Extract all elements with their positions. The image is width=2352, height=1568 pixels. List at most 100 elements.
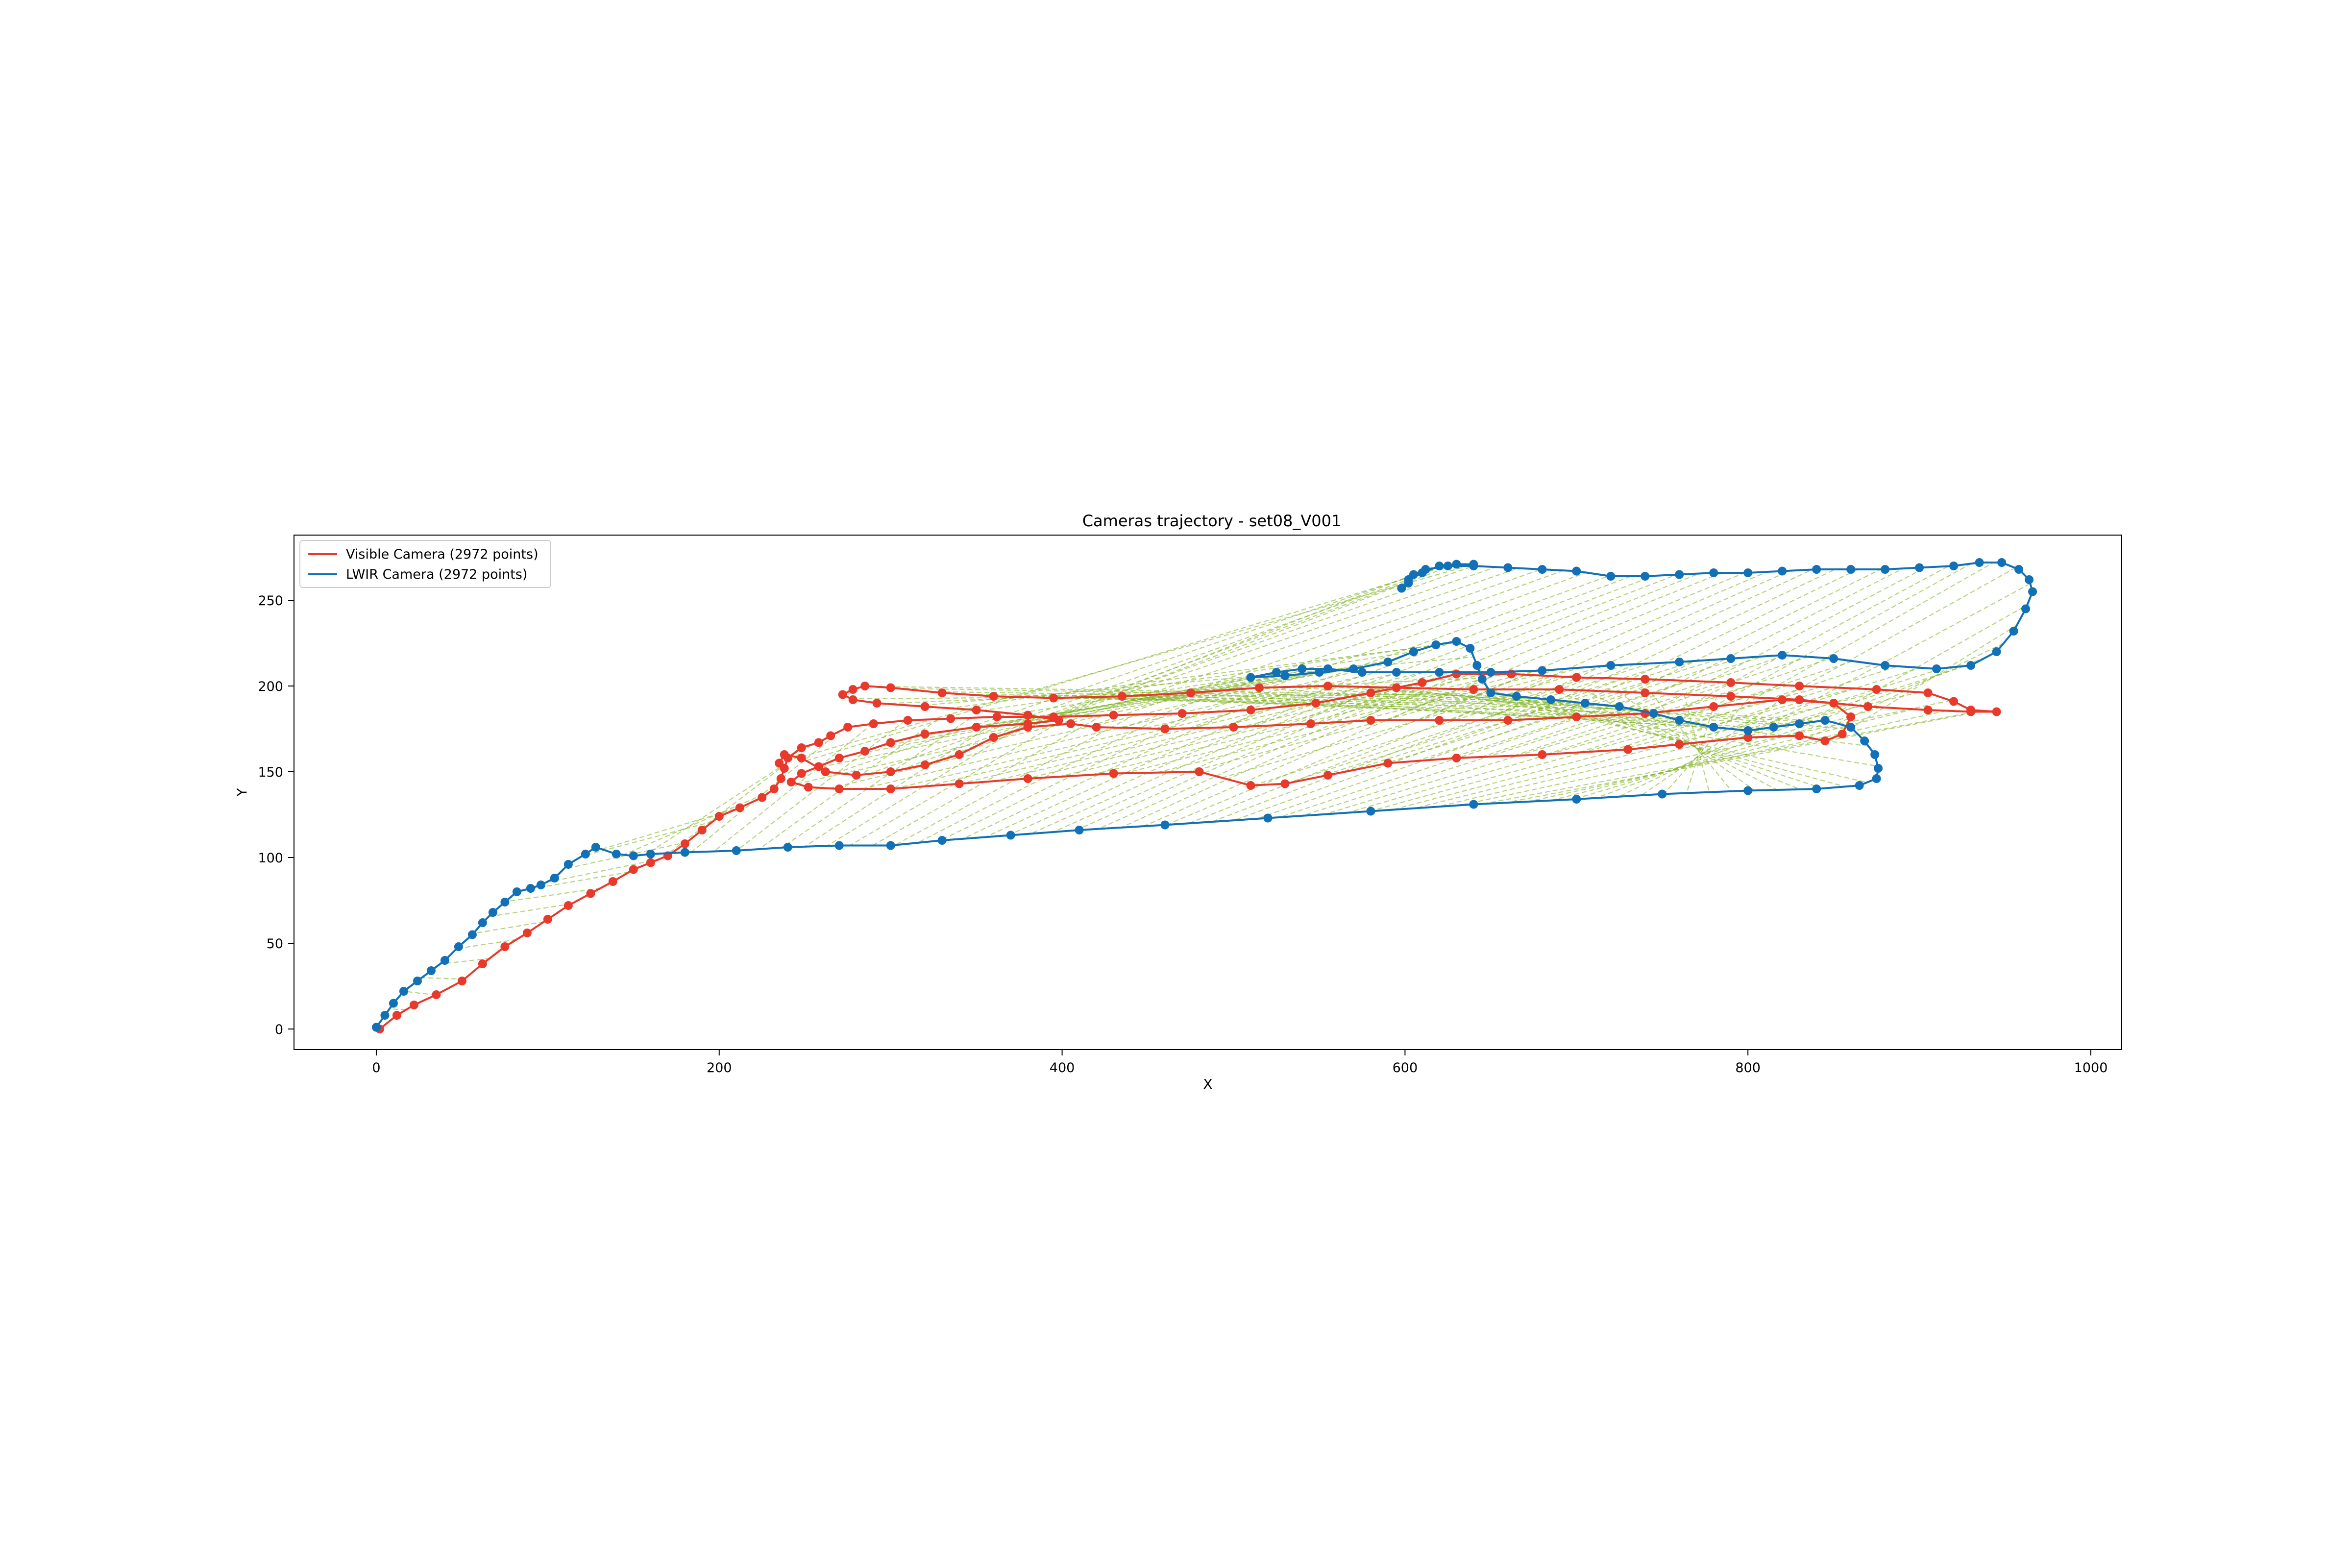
- data-point-visible: [735, 803, 744, 812]
- correspondence-line: [1647, 566, 1926, 714]
- data-point-visible: [838, 690, 847, 699]
- data-point-lwir: [526, 884, 535, 893]
- correspondence-line: [1618, 691, 1755, 791]
- data-point-lwir: [389, 999, 398, 1008]
- series-lwir: [371, 558, 2037, 1032]
- data-point-visible: [1246, 706, 1255, 714]
- correspondence-line: [1014, 651, 1415, 714]
- data-point-visible: [1846, 712, 1856, 721]
- correspondence-line: [473, 921, 544, 934]
- correspondence-line: [1615, 568, 1904, 716]
- data-point-visible: [1109, 769, 1118, 778]
- data-point-lwir: [1435, 668, 1444, 677]
- data-point-visible: [1118, 692, 1127, 701]
- data-point-lwir: [1452, 560, 1461, 569]
- correspondence-line: [1121, 673, 1460, 828]
- data-point-lwir: [1443, 562, 1452, 570]
- data-point-visible: [629, 865, 638, 874]
- data-point-lwir: [732, 846, 741, 855]
- data-point-visible: [1641, 675, 1650, 684]
- data-point-visible: [955, 779, 964, 788]
- data-point-visible: [797, 754, 806, 762]
- correspondence-line: [1778, 567, 2016, 701]
- data-point-visible: [1795, 682, 1804, 690]
- data-point-visible: [1572, 673, 1581, 682]
- correspondence-line: [1421, 687, 1878, 767]
- data-point-lwir: [1846, 723, 1856, 732]
- data-point-visible: [848, 685, 858, 694]
- data-point-visible: [946, 714, 956, 723]
- data-point-lwir: [1778, 651, 1787, 660]
- data-point-visible: [392, 1011, 401, 1020]
- correspondence-line: [403, 990, 436, 996]
- correspondence-line: [1612, 663, 1876, 751]
- correspondence-line: [545, 858, 660, 883]
- data-point-lwir: [1298, 664, 1307, 673]
- data-point-visible: [834, 784, 844, 793]
- data-point-visible: [1820, 736, 1830, 745]
- data-point-lwir: [1503, 563, 1513, 572]
- legend-label-lwir: LWIR Camera (2972 points): [346, 567, 527, 582]
- data-point-lwir: [1477, 675, 1487, 684]
- correspondence-line: [806, 564, 1451, 761]
- data-point-lwir: [1649, 709, 1658, 718]
- data-point-visible: [1863, 702, 1873, 711]
- correspondence-line: [1483, 710, 1982, 805]
- data-point-lwir: [591, 843, 600, 852]
- data-point-lwir: [1726, 654, 1736, 663]
- correspondence-line: [1460, 700, 1951, 806]
- data-point-lwir: [1658, 789, 1667, 799]
- data-point-lwir: [1397, 584, 1406, 593]
- data-point-visible: [775, 759, 784, 768]
- correspondence-line: [949, 641, 1459, 709]
- correspondence-line: [1037, 664, 1372, 723]
- data-point-lwir: [886, 841, 895, 850]
- data-point-visible: [1160, 724, 1170, 734]
- data-point-visible: [826, 731, 835, 740]
- data-point-lwir: [680, 848, 689, 857]
- data-point-visible: [1392, 683, 1401, 692]
- data-point-visible: [843, 723, 853, 732]
- data-point-visible: [1254, 683, 1264, 692]
- correspondence-line: [1383, 659, 1717, 765]
- correspondence-line: [1484, 569, 1813, 721]
- data-point-visible: [1503, 716, 1513, 725]
- correspondence-line: [804, 716, 1004, 847]
- series-visible: [375, 669, 2001, 1033]
- data-point-visible: [1923, 706, 1933, 714]
- y-tick-label: 200: [258, 679, 283, 694]
- data-point-visible: [1452, 669, 1461, 679]
- data-point-lwir: [1469, 560, 1478, 569]
- data-point-lwir: [937, 836, 947, 845]
- data-point-lwir: [834, 841, 844, 850]
- data-point-visible: [1829, 699, 1838, 708]
- data-point-visible: [992, 712, 1002, 721]
- data-point-lwir: [371, 1023, 381, 1032]
- x-tick-label: 1000: [2074, 1060, 2108, 1076]
- data-point-lwir: [1538, 565, 1547, 574]
- correspondence-line: [1211, 677, 1592, 823]
- correspondence-line: [1323, 686, 1832, 723]
- data-point-visible: [1177, 709, 1187, 718]
- correspondence-line: [1641, 698, 1783, 796]
- data-point-lwir: [1997, 558, 2007, 567]
- data-point-visible: [586, 889, 595, 898]
- correspondence-line: [1505, 711, 1980, 804]
- correspondence-line: [623, 791, 771, 856]
- data-point-lwir: [1466, 644, 1475, 653]
- x-axis-ticks: 0 200 400 600 800 1000: [372, 1050, 2107, 1076]
- data-point-visible: [1838, 730, 1847, 738]
- data-point-visible: [972, 706, 981, 714]
- data-point-visible: [886, 784, 895, 793]
- correspondence-line: [797, 668, 1310, 784]
- correspondence-line: [389, 1008, 407, 1010]
- data-point-visible: [432, 990, 441, 999]
- data-point-visible: [903, 716, 912, 725]
- correspondence-line: [916, 656, 1474, 707]
- correspondence-line: [1686, 695, 1717, 793]
- data-point-lwir: [512, 887, 521, 896]
- data-point-visible: [1186, 688, 1196, 697]
- correspondence-line: [645, 762, 786, 855]
- correspondence-line: [713, 723, 873, 852]
